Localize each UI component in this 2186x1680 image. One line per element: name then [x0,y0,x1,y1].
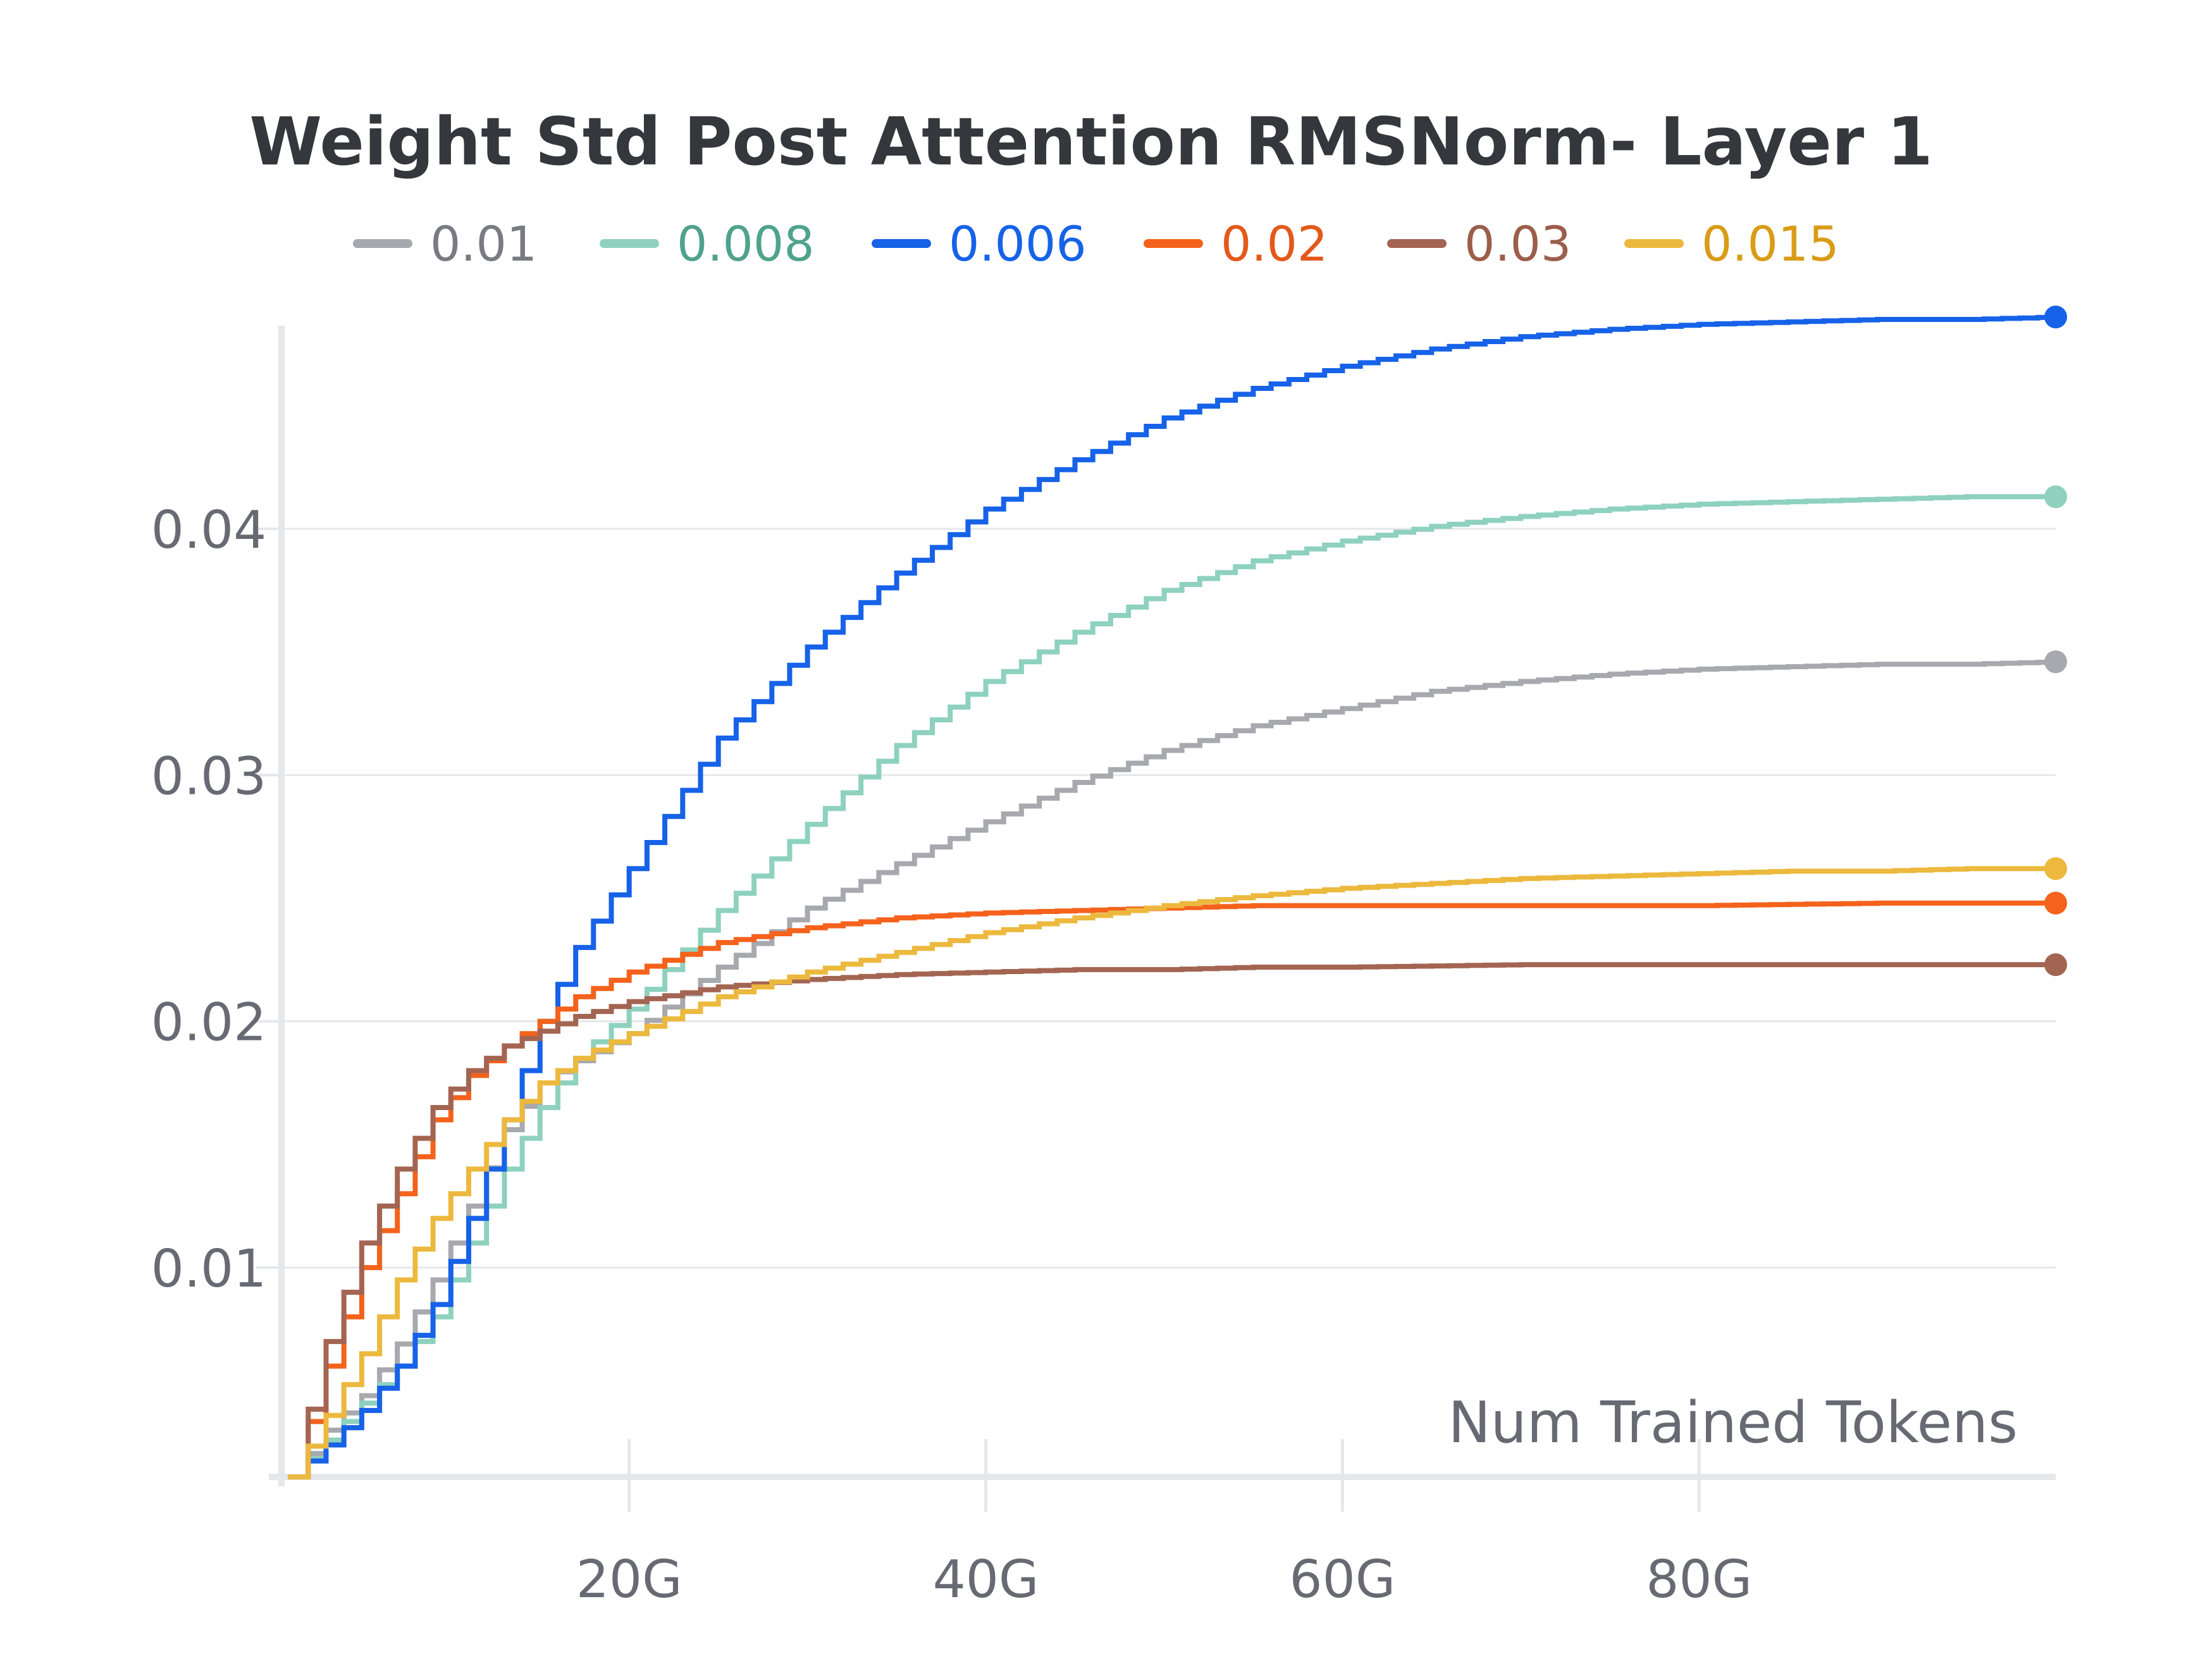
legend: 0.01 0.008 0.006 0.02 0.03 0.015 [353,216,1839,272]
endpoints [2044,306,2067,977]
legend-item: 0.03 [1387,216,1571,272]
series-endpoint-1 [2044,485,2067,509]
legend-item: 0.008 [600,216,815,272]
chart-title: Weight Std Post Attention RMSNorm- Layer… [249,103,1932,180]
legend-label: 0.02 [1221,216,1328,272]
legend-label: 0.03 [1464,216,1571,272]
series-endpoint-0 [2044,650,2067,674]
legend-item: 0.01 [353,216,537,272]
series-endpoint-2 [2044,306,2067,329]
x-tick-label: 80G [1646,1550,1752,1610]
legend-item: 0.006 [872,216,1087,272]
y-tick-label: 0.02 [151,993,267,1053]
legend-label: 0.015 [1701,216,1839,272]
series-line-4 [288,962,2058,1479]
series-line-2 [288,314,2058,1479]
legend-item: 0.02 [1144,216,1328,272]
series-endpoint-4 [2044,953,2067,977]
series-line-1 [288,494,2058,1479]
x-axis-title: Num Trained Tokens [1448,1390,2018,1456]
series-line-0 [288,659,2058,1479]
series-endpoint-5 [2044,857,2067,880]
legend-label: 0.006 [949,216,1087,272]
series-group [288,314,2058,1479]
axes: 0.01 0.02 0.03 0.04 20G 40G 60G 80G [151,326,2056,1610]
x-tick-label: 40G [933,1550,1039,1610]
x-tick-label: 60G [1289,1550,1395,1610]
x-tick-label: 20G [576,1550,682,1610]
y-tick-label: 0.04 [151,500,267,560]
legend-label: 0.008 [677,216,815,272]
series-endpoint-3 [2044,891,2067,915]
grid [281,528,2056,1269]
legend-item: 0.015 [1624,216,1839,272]
series-line-5 [288,866,2058,1479]
legend-label: 0.01 [430,216,537,272]
y-tick-label: 0.03 [151,746,267,806]
y-tick-label: 0.01 [151,1239,267,1299]
